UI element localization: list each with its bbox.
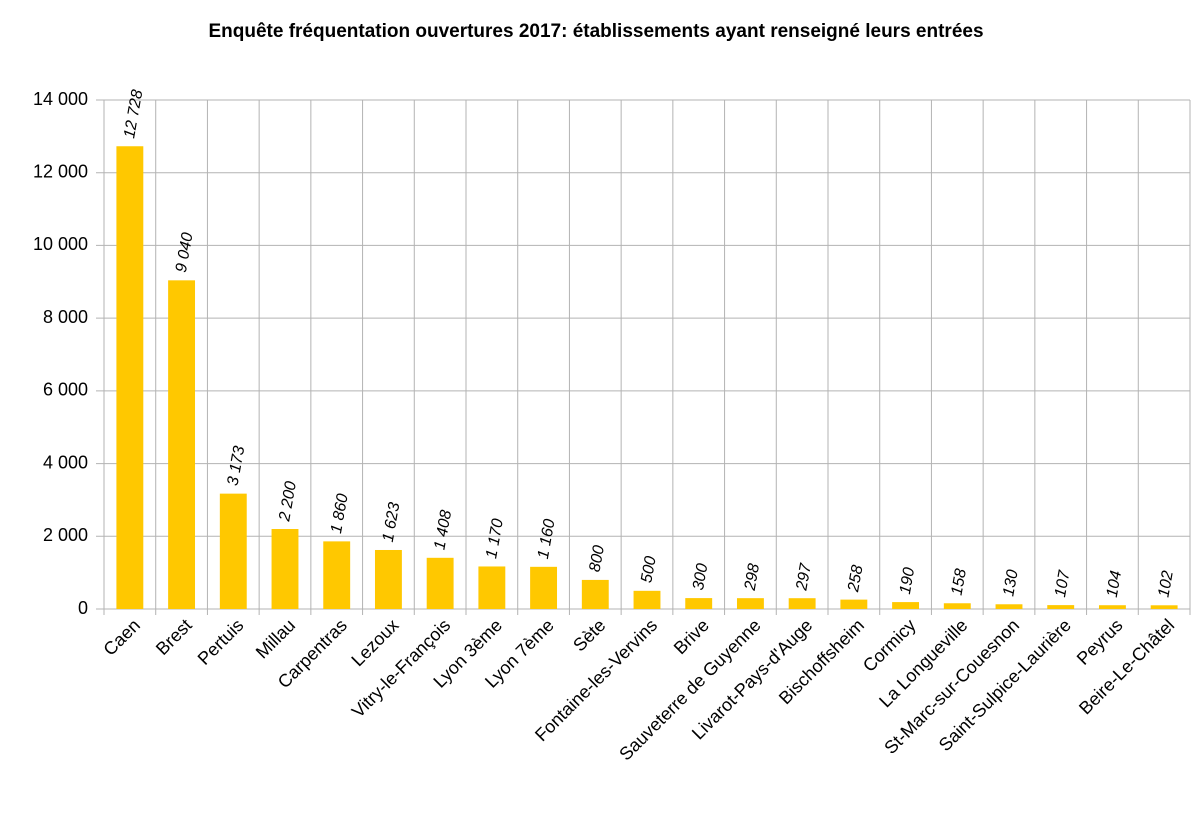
y-tick-label: 2 000 xyxy=(43,525,88,545)
value-label: 107 xyxy=(1052,568,1074,598)
bar xyxy=(892,602,920,609)
bar xyxy=(736,598,764,609)
x-tick-label: Millau xyxy=(252,615,299,662)
value-label: 1 860 xyxy=(328,492,352,534)
bar xyxy=(530,566,558,609)
y-tick-label: 8 000 xyxy=(43,307,88,327)
x-tick-label: Caen xyxy=(99,615,144,660)
bar xyxy=(1047,605,1075,609)
bar xyxy=(116,146,144,610)
bar xyxy=(788,598,816,609)
x-tick-label: Brive xyxy=(670,615,713,658)
bar xyxy=(1098,605,1126,609)
bar xyxy=(271,529,299,609)
value-label: 190 xyxy=(897,566,918,595)
bar xyxy=(478,566,506,609)
bar xyxy=(219,493,247,609)
bar xyxy=(685,598,713,609)
value-label: 1 623 xyxy=(380,501,404,543)
x-tick-label: Sète xyxy=(569,615,609,655)
bar xyxy=(633,590,661,609)
value-label: 297 xyxy=(793,561,815,592)
value-label: 9 040 xyxy=(173,231,197,273)
bar xyxy=(840,599,868,609)
value-label: 130 xyxy=(1000,568,1021,597)
x-tick-label: Beire-Le-Châtel xyxy=(1075,615,1178,718)
y-tick-label: 14 000 xyxy=(33,89,88,109)
value-label: 2 200 xyxy=(276,480,300,523)
y-tick-label: 6 000 xyxy=(43,380,88,400)
x-tick-label: La Longueville xyxy=(875,615,971,711)
value-label: 12 728 xyxy=(121,88,146,139)
value-label: 3 173 xyxy=(225,445,249,487)
value-label: 1 170 xyxy=(483,517,507,559)
value-label: 800 xyxy=(587,544,608,573)
value-label: 500 xyxy=(638,555,659,584)
value-label: 1 160 xyxy=(535,518,559,560)
y-tick-label: 12 000 xyxy=(33,161,88,181)
value-label: 1 408 xyxy=(431,509,455,551)
bar xyxy=(168,280,196,609)
value-label: 104 xyxy=(1104,569,1125,598)
bar xyxy=(943,603,971,609)
y-tick-label: 0 xyxy=(78,598,88,618)
value-label: 102 xyxy=(1155,569,1176,598)
bar xyxy=(1150,605,1178,609)
y-tick-label: 10 000 xyxy=(33,234,88,254)
x-tick-label: Brest xyxy=(152,615,196,659)
y-tick-label: 4 000 xyxy=(43,452,88,472)
x-tick-label: Pertuis xyxy=(194,615,248,669)
bar xyxy=(581,579,609,609)
value-label: 298 xyxy=(742,562,764,592)
value-label: 258 xyxy=(845,564,867,594)
bar xyxy=(426,557,454,609)
bar xyxy=(374,549,402,609)
value-label: 300 xyxy=(690,562,711,591)
bar xyxy=(323,541,351,609)
bar xyxy=(995,604,1023,609)
chart-title: Enquête fréquentation ouvertures 2017: é… xyxy=(208,21,983,42)
value-label: 158 xyxy=(949,567,970,596)
